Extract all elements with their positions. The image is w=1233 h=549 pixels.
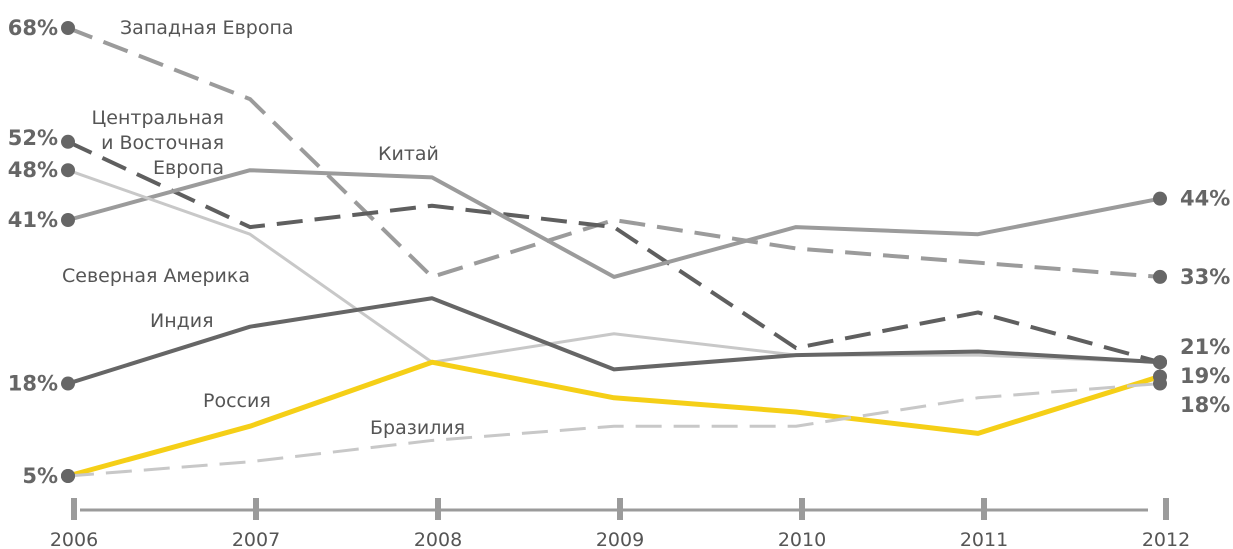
series-label-line: Бразилия: [370, 417, 465, 439]
endpoint-dots: [61, 21, 1167, 483]
end-dot: [1153, 355, 1167, 370]
x-tick-mark: [617, 498, 623, 520]
start-value-label: 5%: [22, 464, 58, 488]
chart-labels: 68% 52% 48% 41% 18% 5% 44% 33% 21% 19% 18% Западная…: [8, 16, 1231, 488]
series-label-1: Центральная и Восточная Европа: [92, 107, 224, 179]
series-label-2: Китай: [378, 143, 439, 165]
series-label-4: Индия: [150, 310, 214, 332]
series-line-6: [67, 382, 1161, 478]
end-value-label: 19%: [1180, 364, 1230, 388]
series-label-line: Северная Америка: [62, 265, 250, 287]
series-label-0: Западная Европа: [120, 17, 294, 39]
series-label-6: Бразилия: [370, 417, 465, 439]
end-dot: [1153, 191, 1167, 206]
start-dot: [61, 163, 75, 178]
x-tick-mark: [253, 498, 259, 520]
start-dot: [61, 134, 75, 149]
start-value-label: 41%: [8, 208, 58, 232]
series-label-line: Западная Европа: [120, 17, 294, 39]
series-lines: [67, 26, 1161, 479]
series-label-5: Россия: [203, 390, 271, 412]
end-value-label: 21%: [1180, 335, 1230, 359]
x-tick-mark: [435, 498, 441, 520]
series-label-line: Центральная: [92, 107, 224, 129]
series-line-0: [67, 26, 1161, 279]
x-tick-label: 2011: [960, 529, 1008, 549]
start-value-label: 52%: [8, 126, 58, 150]
series-line-2: [67, 168, 1161, 279]
x-tick-label: 2009: [596, 529, 644, 549]
series-label-line: Европа: [153, 157, 224, 179]
x-tick-label: 2007: [232, 529, 280, 549]
end-value-label: 33%: [1180, 265, 1230, 289]
end-dot: [1153, 376, 1167, 391]
start-dot: [61, 21, 75, 35]
series-label-3: Северная Америка: [62, 265, 250, 287]
x-tick-mark: [71, 498, 77, 520]
start-value-label: 48%: [8, 158, 58, 182]
x-axis: 2006 2007 2008 2009 2010 2011 2012: [50, 498, 1190, 549]
end-value-label: 18%: [1180, 393, 1230, 417]
x-tick-label: 2008: [414, 529, 462, 549]
x-tick-label: 2012: [1142, 529, 1190, 549]
series-line-1: [67, 139, 1161, 365]
start-value-label: 18%: [8, 372, 58, 396]
series-label-line: Россия: [203, 390, 271, 412]
end-value-label: 44%: [1180, 187, 1230, 211]
x-tick-mark: [799, 498, 805, 520]
series-label-line: и Восточная: [101, 132, 224, 154]
x-tick-label: 2006: [50, 529, 98, 549]
end-dot: [1153, 269, 1167, 284]
x-tick-mark: [981, 498, 987, 520]
start-dot: [61, 376, 75, 391]
x-tick-mark: [1163, 498, 1169, 520]
start-value-label: 68%: [8, 16, 58, 40]
series-line-3: [67, 168, 1161, 364]
series-line-4: [67, 296, 1161, 386]
series-label-line: Индия: [150, 310, 214, 332]
series-line-5: [67, 359, 1161, 479]
series-label-line: Китай: [378, 143, 439, 165]
x-tick-label: 2010: [778, 529, 826, 549]
start-dot: [61, 469, 75, 483]
start-dot: [61, 213, 75, 227]
